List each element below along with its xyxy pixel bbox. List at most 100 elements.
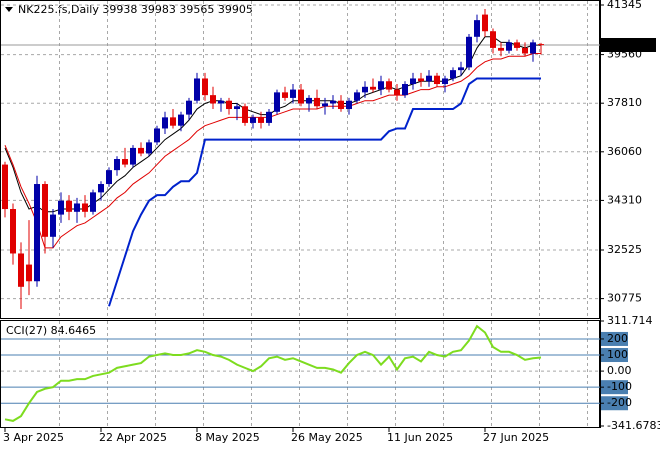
chart-title: NK225.fs,Daily 39938 39983 39565 39905 (18, 3, 253, 16)
y-tick-label: 37810 (607, 96, 642, 109)
candle-body (386, 81, 392, 90)
candle-body (138, 147, 144, 154)
candle-body (202, 78, 208, 96)
candle-body (362, 86, 368, 93)
candle-body (130, 147, 136, 165)
candle-body (490, 31, 496, 48)
y-tick-label: 311.714 (607, 314, 653, 327)
last-price-box (601, 38, 656, 52)
candle-body (274, 92, 280, 112)
candle-body (82, 203, 88, 212)
candle-body (42, 184, 48, 237)
candle-body (106, 170, 112, 185)
level-label-box (601, 396, 628, 411)
candle-body (18, 253, 24, 287)
candle-body (434, 75, 440, 85)
candle-body (378, 81, 384, 90)
candle-body (530, 42, 536, 54)
candle-body (234, 106, 240, 110)
level-label-box (601, 331, 628, 346)
y-tick-label: 0.00 (607, 364, 632, 377)
line (4, 52, 541, 249)
candle-body (402, 84, 408, 96)
x-tick-label: 26 May 2025 (291, 431, 363, 444)
y-tick-label: 100 (607, 348, 628, 361)
title-arrow (5, 7, 13, 12)
line (4, 324, 542, 422)
candle-body (50, 214, 56, 237)
candle-body (370, 86, 376, 90)
y-tick-label: 30775 (607, 292, 642, 305)
candle-body (242, 106, 248, 123)
y-tick-label: -200 (607, 396, 632, 409)
last-price-label: 39905 (607, 38, 642, 51)
candle-body (474, 20, 480, 37)
candle-body (482, 14, 488, 32)
candle-body (338, 100, 344, 110)
candle-body (34, 184, 40, 282)
candle-body (114, 159, 120, 171)
cci-title: CCI(27) 84.6465 (6, 324, 96, 337)
candle-body (442, 78, 448, 85)
x-tick-label: 11 Jun 2025 (387, 431, 453, 444)
cci-panel (0, 320, 600, 428)
line (108, 77, 541, 307)
level-label-box (601, 380, 628, 395)
candle-body (194, 78, 200, 101)
candle-body (330, 100, 336, 104)
candle-body (210, 95, 216, 104)
candle-body (458, 67, 464, 71)
candle-body (298, 89, 304, 104)
candle-body (26, 264, 32, 282)
candle-body (74, 203, 80, 212)
x-tick-label: 8 May 2025 (195, 431, 260, 444)
candle-body (186, 100, 192, 115)
candle-body (122, 159, 128, 165)
candle-body (282, 92, 288, 98)
x-tick-label: 22 Apr 2025 (99, 431, 167, 444)
candle-body (466, 36, 472, 68)
candle-body (394, 89, 400, 96)
candle-body (98, 184, 104, 193)
candle-body (522, 47, 528, 54)
x-tick-label: 3 Apr 2025 (3, 431, 64, 444)
y-tick-label: 36060 (607, 145, 642, 158)
y-tick-label: 41345 (607, 0, 642, 11)
candle-body (506, 42, 512, 51)
candle-body (514, 42, 520, 48)
candle-body (450, 70, 456, 79)
candle-body (250, 117, 256, 123)
candle-body (226, 100, 232, 110)
y-tick-label: 32525 (607, 243, 642, 256)
y-tick-label: 34310 (607, 193, 642, 206)
candle-body (306, 97, 312, 104)
candle-body (354, 92, 360, 101)
x-tick-label: 27 Jun 2025 (483, 431, 549, 444)
candle-body (170, 117, 176, 126)
y-tick-label: 200 (607, 332, 628, 345)
candle-body (66, 200, 72, 212)
y-tick-label: -341.6783 (607, 419, 660, 432)
candle-body (178, 114, 184, 126)
candle-body (258, 117, 264, 123)
candle-body (90, 192, 96, 212)
candle-body (146, 142, 152, 154)
candle-body (498, 47, 504, 51)
candle-body (58, 200, 64, 215)
candle-body (290, 89, 296, 98)
candle-body (410, 78, 416, 85)
candle-body (322, 103, 328, 107)
candle-body (154, 128, 160, 143)
candle-body (314, 97, 320, 107)
candle-body (538, 44, 544, 46)
candle-body (10, 209, 16, 254)
candle-body (266, 111, 272, 123)
candle-body (426, 75, 432, 82)
candle-body (218, 100, 224, 104)
candle-body (162, 117, 168, 129)
level-label-box (601, 348, 628, 363)
y-tick-label: -100 (607, 380, 632, 393)
main-panel (0, 0, 600, 319)
